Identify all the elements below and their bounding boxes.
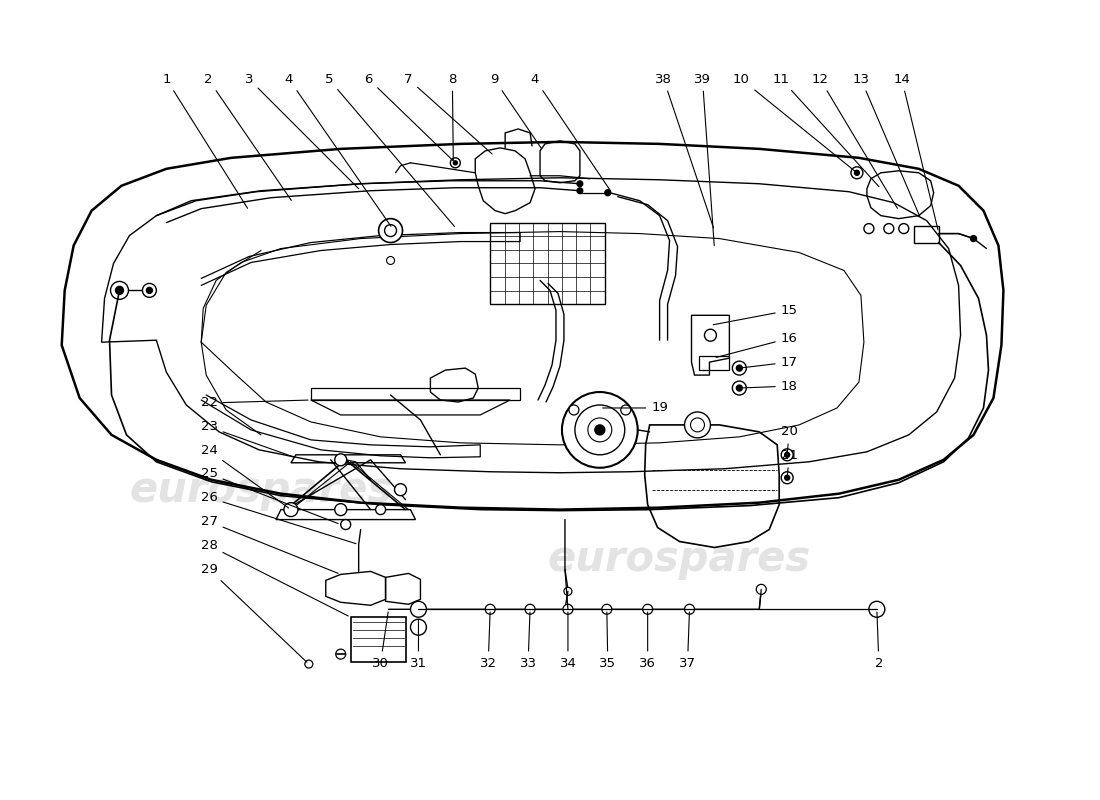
Circle shape (736, 385, 743, 391)
Circle shape (569, 405, 579, 415)
Circle shape (642, 604, 652, 614)
Text: 8: 8 (448, 73, 456, 160)
Circle shape (704, 330, 716, 342)
Text: 34: 34 (560, 612, 576, 670)
Circle shape (334, 454, 346, 466)
Circle shape (378, 218, 403, 242)
Text: 17: 17 (742, 356, 797, 369)
Text: 21: 21 (781, 450, 798, 475)
Text: 6: 6 (364, 73, 453, 161)
Circle shape (453, 161, 458, 165)
Circle shape (575, 405, 625, 455)
Text: 18: 18 (742, 379, 797, 393)
Circle shape (386, 257, 395, 265)
Circle shape (691, 418, 704, 432)
Circle shape (757, 584, 767, 594)
Text: 38: 38 (656, 73, 714, 228)
Circle shape (110, 282, 129, 299)
Circle shape (410, 619, 427, 635)
Circle shape (684, 412, 711, 438)
Text: 25: 25 (200, 467, 338, 523)
Text: 23: 23 (200, 421, 294, 457)
Text: 19: 19 (603, 402, 668, 414)
Text: 16: 16 (716, 332, 798, 358)
Text: 37: 37 (679, 612, 696, 670)
Circle shape (784, 475, 790, 480)
Circle shape (116, 286, 123, 294)
Circle shape (899, 224, 909, 234)
Text: 2: 2 (204, 73, 292, 200)
Circle shape (564, 587, 572, 595)
Circle shape (284, 502, 298, 517)
Text: 12: 12 (812, 73, 898, 208)
Circle shape (576, 181, 583, 186)
Text: 20: 20 (781, 426, 798, 452)
Bar (491, 222, 605, 304)
Text: 15: 15 (713, 304, 798, 325)
Text: 13: 13 (852, 73, 920, 216)
Circle shape (587, 418, 612, 442)
Text: eurospares: eurospares (130, 469, 393, 510)
Circle shape (864, 224, 873, 234)
Circle shape (336, 649, 345, 659)
Circle shape (620, 405, 630, 415)
Circle shape (733, 361, 746, 375)
Text: 35: 35 (600, 612, 616, 670)
Circle shape (970, 235, 977, 242)
Circle shape (733, 381, 746, 395)
Circle shape (485, 604, 495, 614)
Circle shape (595, 425, 605, 435)
Circle shape (562, 392, 638, 468)
Circle shape (784, 452, 790, 458)
Circle shape (684, 604, 694, 614)
Text: 1: 1 (162, 73, 248, 208)
Text: 4: 4 (531, 73, 610, 190)
Text: 9: 9 (490, 73, 541, 149)
Circle shape (736, 365, 743, 371)
Circle shape (142, 283, 156, 298)
Circle shape (334, 504, 346, 515)
Circle shape (146, 287, 153, 294)
Text: 29: 29 (201, 563, 307, 662)
Circle shape (602, 604, 612, 614)
Circle shape (385, 225, 396, 237)
Text: 10: 10 (733, 73, 855, 171)
Circle shape (869, 602, 884, 618)
Text: 24: 24 (201, 444, 288, 508)
Text: 26: 26 (201, 491, 356, 544)
Text: 31: 31 (410, 620, 427, 670)
Circle shape (305, 660, 312, 668)
Text: 33: 33 (519, 612, 537, 670)
Text: 4: 4 (285, 73, 390, 226)
Text: eurospares: eurospares (548, 538, 811, 581)
Text: 14: 14 (893, 73, 938, 230)
Circle shape (450, 158, 460, 168)
Text: 22: 22 (200, 397, 308, 410)
Text: 11: 11 (772, 73, 879, 186)
Circle shape (883, 224, 894, 234)
Circle shape (395, 484, 407, 496)
Text: 2: 2 (874, 612, 883, 670)
Circle shape (851, 167, 862, 178)
Text: 36: 36 (639, 612, 656, 670)
Circle shape (375, 505, 386, 514)
Circle shape (341, 519, 351, 530)
Text: 7: 7 (404, 73, 492, 154)
Text: 39: 39 (694, 73, 714, 246)
Circle shape (855, 170, 859, 175)
Text: 27: 27 (200, 515, 338, 574)
Text: 3: 3 (245, 73, 359, 189)
Text: 5: 5 (324, 73, 454, 226)
Circle shape (563, 604, 573, 614)
Circle shape (781, 449, 793, 461)
Text: 30: 30 (372, 612, 389, 670)
Circle shape (410, 602, 427, 618)
Text: 28: 28 (201, 539, 349, 616)
Circle shape (576, 188, 583, 194)
Circle shape (605, 190, 610, 196)
Circle shape (525, 604, 535, 614)
Circle shape (781, 472, 793, 484)
Bar (351, 618, 406, 662)
Text: 32: 32 (480, 612, 497, 670)
